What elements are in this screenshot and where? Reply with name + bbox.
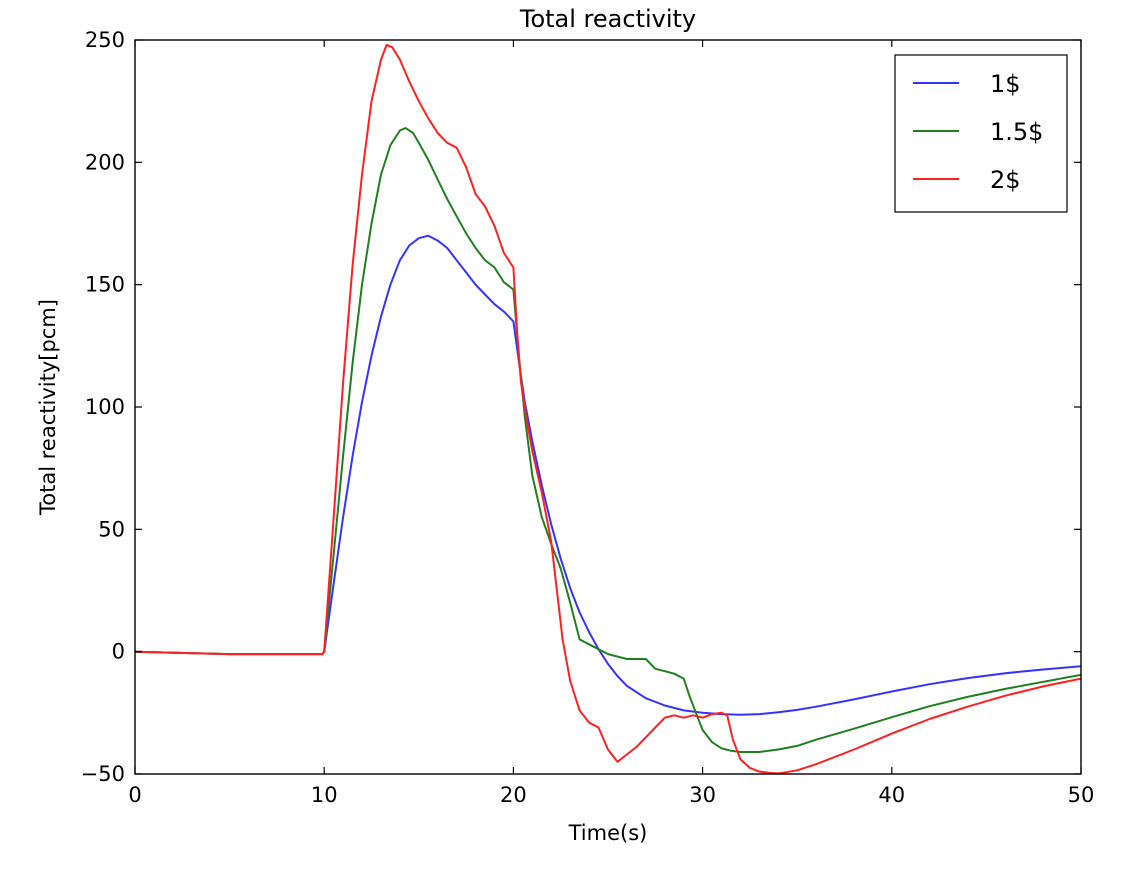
y-tick-label: 100 — [85, 395, 125, 419]
y-tick-label: 150 — [85, 273, 125, 297]
y-axis-label: Total reactivity[pcm] — [36, 299, 60, 516]
series-line-1 — [135, 234, 1081, 716]
x-tick-label: 0 — [128, 783, 141, 807]
series-line-2 — [135, 127, 1081, 753]
series-line-3 — [135, 43, 1081, 774]
legend-label: 1$ — [990, 70, 1021, 98]
y-tick-label: 250 — [85, 28, 125, 52]
x-tick-label: 30 — [689, 783, 716, 807]
chart-title: Total reactivity — [519, 5, 696, 33]
x-axis-label: Time(s) — [568, 821, 648, 845]
x-tick-label: 10 — [311, 783, 338, 807]
legend: 1$ 1.5$ 2$ — [894, 54, 1068, 213]
y-tick-label: 200 — [85, 150, 125, 174]
y-tick-label: 0 — [112, 640, 125, 664]
y-tick-label: 50 — [98, 517, 125, 541]
legend-label: 2$ — [990, 166, 1021, 194]
x-tick-label: 50 — [1068, 783, 1095, 807]
plot-frame — [134, 39, 1082, 775]
x-tick-label: 40 — [878, 783, 905, 807]
legend-box — [894, 54, 1068, 213]
legend-label: 1.5$ — [990, 118, 1043, 146]
x-tick-label: 20 — [500, 783, 527, 807]
series-layer — [135, 43, 1081, 774]
y-tick-label: −50 — [81, 762, 125, 786]
